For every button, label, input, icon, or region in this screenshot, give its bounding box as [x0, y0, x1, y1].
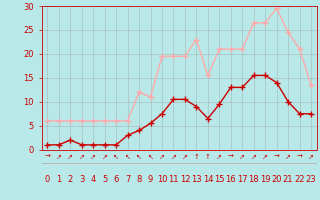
- Text: 19: 19: [260, 175, 270, 184]
- Text: 0: 0: [45, 175, 50, 184]
- Text: 5: 5: [102, 175, 107, 184]
- Text: ↗: ↗: [79, 154, 85, 160]
- Text: 2: 2: [68, 175, 73, 184]
- Text: 16: 16: [226, 175, 236, 184]
- Text: ↑: ↑: [205, 154, 211, 160]
- Text: →: →: [274, 154, 280, 160]
- Text: ↑: ↑: [194, 154, 199, 160]
- Text: 11: 11: [168, 175, 179, 184]
- Text: 18: 18: [248, 175, 259, 184]
- Text: ↗: ↗: [90, 154, 96, 160]
- Text: ↗: ↗: [251, 154, 257, 160]
- Text: ↗: ↗: [285, 154, 291, 160]
- Text: 9: 9: [148, 175, 153, 184]
- Text: 10: 10: [157, 175, 167, 184]
- Text: ↗: ↗: [216, 154, 222, 160]
- Text: 15: 15: [214, 175, 225, 184]
- Text: 23: 23: [306, 175, 316, 184]
- Text: →: →: [297, 154, 302, 160]
- Text: 4: 4: [91, 175, 96, 184]
- Text: 22: 22: [294, 175, 305, 184]
- Text: ↖: ↖: [136, 154, 142, 160]
- Text: ↗: ↗: [308, 154, 314, 160]
- Text: 3: 3: [79, 175, 84, 184]
- Text: ↗: ↗: [67, 154, 73, 160]
- Text: 6: 6: [114, 175, 119, 184]
- Text: ↗: ↗: [159, 154, 165, 160]
- Text: 1: 1: [56, 175, 61, 184]
- Text: 14: 14: [203, 175, 213, 184]
- Text: →: →: [228, 154, 234, 160]
- Text: 8: 8: [136, 175, 142, 184]
- Text: →: →: [44, 154, 50, 160]
- Text: ↖: ↖: [125, 154, 131, 160]
- Text: ↗: ↗: [182, 154, 188, 160]
- Text: ↗: ↗: [262, 154, 268, 160]
- Text: ↗: ↗: [102, 154, 108, 160]
- Text: ↖: ↖: [148, 154, 154, 160]
- Text: ↖: ↖: [113, 154, 119, 160]
- Text: 21: 21: [283, 175, 293, 184]
- Text: 13: 13: [191, 175, 202, 184]
- Text: ↗: ↗: [171, 154, 176, 160]
- Text: 20: 20: [271, 175, 282, 184]
- Text: ↗: ↗: [56, 154, 62, 160]
- Text: 7: 7: [125, 175, 130, 184]
- Text: ↗: ↗: [239, 154, 245, 160]
- Text: 12: 12: [180, 175, 190, 184]
- Text: 17: 17: [237, 175, 248, 184]
